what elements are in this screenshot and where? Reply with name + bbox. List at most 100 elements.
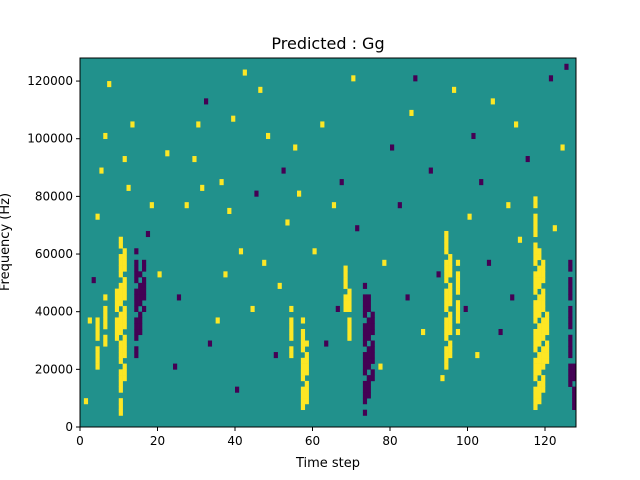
heatmap-cell: [95, 346, 100, 353]
heatmap-cell: [114, 317, 120, 324]
heatmap-cell: [165, 150, 170, 157]
heatmap-cell: [382, 259, 387, 266]
heatmap-cell: [118, 254, 123, 261]
heatmap-cell: [355, 225, 360, 232]
heatmap-cell: [343, 305, 348, 312]
heatmap-cell: [149, 202, 154, 209]
heatmap-cell: [304, 352, 309, 359]
heatmap-cell: [421, 328, 426, 336]
heatmap-cell: [118, 300, 123, 307]
heatmap-cell: [95, 363, 100, 370]
heatmap-cell: [134, 300, 139, 307]
heatmap-cell: [444, 357, 449, 364]
heatmap-cell: [118, 323, 123, 330]
y-tick-label: 100000: [27, 132, 73, 146]
heatmap-cell: [444, 230, 449, 238]
heatmap-cell: [366, 357, 371, 364]
heatmap-cell: [533, 305, 538, 312]
heatmap-cell: [122, 294, 127, 301]
heatmap-cell: [370, 352, 375, 359]
heatmap-cell: [339, 179, 344, 186]
heatmap-cell: [134, 328, 139, 336]
heatmap-cell: [304, 398, 309, 405]
heatmap-cell: [118, 346, 123, 353]
heatmap-cell: [87, 317, 92, 324]
heatmap-cell: [541, 357, 546, 364]
heatmap-cell: [541, 375, 546, 382]
heatmap-cell: [196, 121, 201, 128]
heatmap-cell: [537, 334, 542, 341]
heatmap-cell: [564, 63, 569, 70]
heatmap-cell: [568, 375, 573, 382]
heatmap-cell: [448, 265, 453, 272]
heatmap-cell: [138, 317, 143, 324]
heatmap-cell: [448, 311, 453, 318]
heatmap-cell: [541, 386, 546, 393]
heatmap-cell: [103, 311, 108, 318]
heatmap-cell: [448, 352, 453, 359]
heatmap-cell: [444, 242, 449, 249]
heatmap-cell: [114, 305, 120, 312]
heatmap-cell: [370, 340, 375, 347]
heatmap-cell: [533, 300, 538, 307]
heatmap-cell: [227, 207, 232, 214]
heatmap-cell: [541, 334, 546, 341]
heatmap-cell: [533, 219, 538, 226]
heatmap-cell: [541, 300, 546, 307]
heatmap-cell: [366, 294, 371, 301]
heatmap-cell: [545, 323, 550, 330]
heatmap-cell: [440, 375, 445, 382]
heatmap-cell: [552, 225, 557, 232]
heatmap-cell: [378, 363, 383, 370]
heatmap-cell: [541, 363, 546, 370]
heatmap-cell: [366, 323, 371, 330]
heatmap-cell: [289, 328, 294, 336]
heatmap-cell: [448, 328, 453, 336]
heatmap-cell: [258, 86, 263, 93]
heatmap-cell: [362, 363, 368, 370]
heatmap-cell: [533, 403, 538, 411]
heatmap-cell: [537, 386, 542, 393]
heatmap-cell: [572, 375, 577, 382]
heatmap-cell: [541, 352, 546, 359]
heatmap-cell: [362, 323, 368, 330]
heatmap-cell: [541, 380, 546, 387]
heatmap-cell: [370, 369, 375, 376]
heatmap-cell: [300, 386, 306, 393]
heatmap-cell: [134, 334, 139, 341]
heatmap-cell: [200, 184, 205, 191]
heatmap-cell: [122, 277, 127, 284]
heatmap-cell: [568, 311, 573, 318]
heatmap-cell: [537, 254, 542, 261]
heatmap-cell: [448, 271, 453, 278]
heatmap-cell: [95, 334, 100, 341]
heatmap-cell: [366, 328, 371, 336]
heatmap-cell: [134, 248, 139, 255]
heatmap-cell: [572, 392, 577, 399]
heatmap-cell: [118, 375, 123, 382]
heatmap-cell: [455, 317, 461, 324]
heatmap-cell: [517, 236, 523, 243]
heatmap-cell: [537, 282, 542, 289]
heatmap-cell: [130, 121, 135, 128]
heatmap-cell: [300, 403, 306, 411]
heatmap-cell: [138, 294, 143, 301]
x-tick-label: 80: [382, 434, 397, 448]
heatmap-cell: [184, 202, 189, 209]
heatmap-cell: [277, 282, 282, 289]
heatmap-cell: [362, 334, 368, 341]
heatmap-cell: [114, 328, 120, 336]
heatmap-cell: [300, 398, 306, 405]
heatmap-cell: [444, 328, 449, 336]
heatmap-cell: [533, 346, 538, 353]
heatmap-cell: [370, 357, 375, 364]
heatmap-cell: [366, 334, 371, 341]
heatmap-cell: [533, 357, 538, 364]
heatmap-cell: [533, 392, 538, 399]
heatmap-cell: [455, 288, 461, 295]
heatmap-cell: [545, 317, 550, 324]
heatmap-cell: [347, 328, 352, 336]
heatmap-cell: [122, 156, 127, 163]
heatmap-cell: [366, 363, 371, 370]
heatmap-cell: [103, 132, 108, 140]
